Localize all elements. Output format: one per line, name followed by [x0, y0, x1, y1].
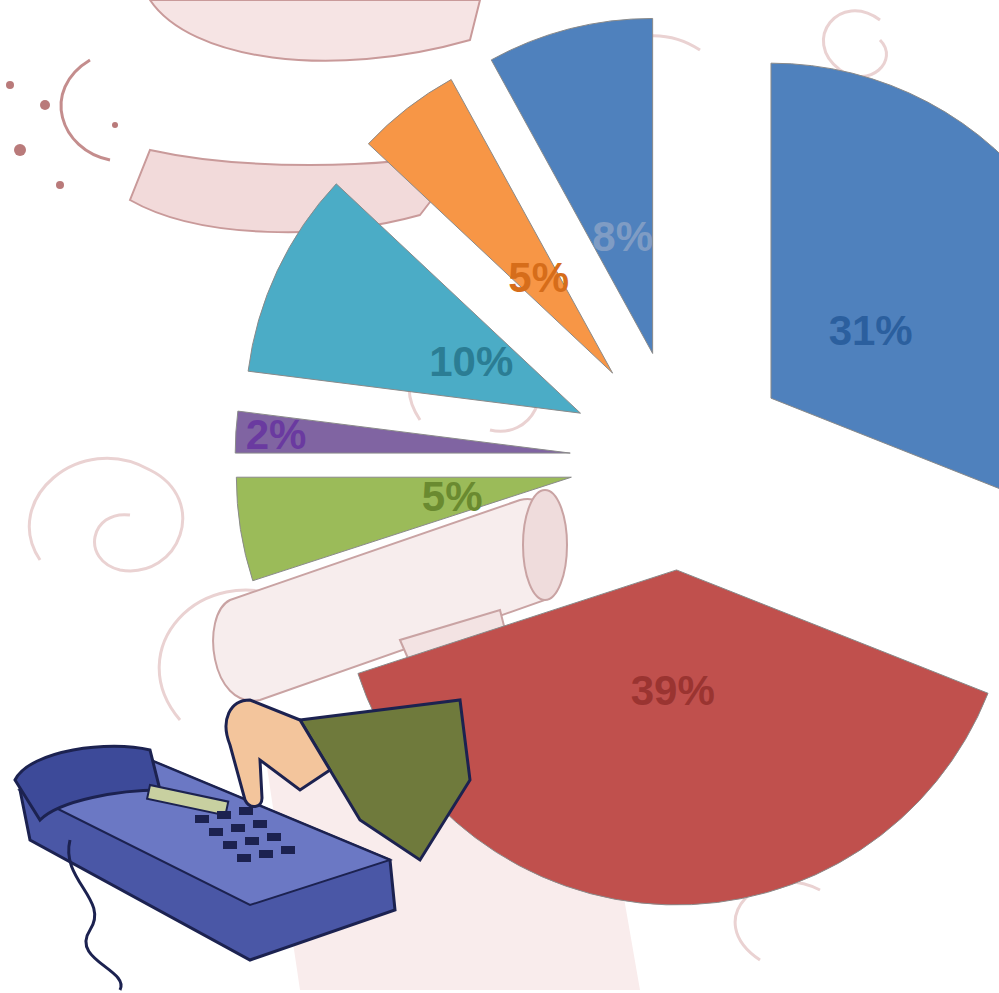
chart-canvas: 31% 39% 5% 2% 10% 5% 8% — [0, 0, 999, 993]
data-label: 39% — [631, 667, 715, 714]
data-label: 5% — [508, 254, 569, 301]
hairdryer-nozzle — [523, 490, 567, 600]
pie-slice — [491, 18, 652, 353]
phone-key — [267, 833, 281, 841]
phone-key — [281, 846, 295, 854]
decoration-telephone — [15, 700, 470, 990]
phone-key — [253, 820, 267, 828]
pie-slice — [771, 63, 999, 521]
hand — [226, 700, 330, 807]
decoration-dot — [40, 100, 50, 110]
phone-display — [147, 785, 228, 815]
decoration-bowl-top — [150, 0, 480, 61]
phone-key — [209, 828, 223, 836]
phone-key — [223, 841, 237, 849]
decoration-dot — [14, 144, 26, 156]
phone-key — [245, 837, 259, 845]
phone-cord — [69, 840, 121, 990]
phone-key — [237, 854, 251, 862]
pie — [235, 18, 999, 904]
data-label: 5% — [422, 473, 483, 520]
phone-key — [231, 824, 245, 832]
decoration-dot — [56, 181, 64, 189]
phone-handset — [15, 746, 160, 820]
data-label: 31% — [829, 307, 913, 354]
phone-key — [217, 811, 231, 819]
data-label: 8% — [592, 213, 653, 260]
sleeve — [300, 700, 470, 860]
decoration-swirl — [61, 60, 110, 160]
pie-slice — [236, 477, 571, 581]
data-labels: 31% 39% 5% 2% 10% 5% 8% — [246, 213, 913, 714]
decoration-swirl — [823, 11, 886, 77]
phone-key — [195, 815, 209, 823]
decoration-dot — [6, 81, 14, 89]
phone-key — [259, 850, 273, 858]
phone-key — [239, 807, 253, 815]
data-label: 10% — [429, 338, 513, 385]
data-label: 2% — [246, 411, 307, 458]
decoration-dot — [112, 122, 118, 128]
pie-slice — [248, 184, 580, 413]
decoration-swirl — [29, 458, 182, 571]
